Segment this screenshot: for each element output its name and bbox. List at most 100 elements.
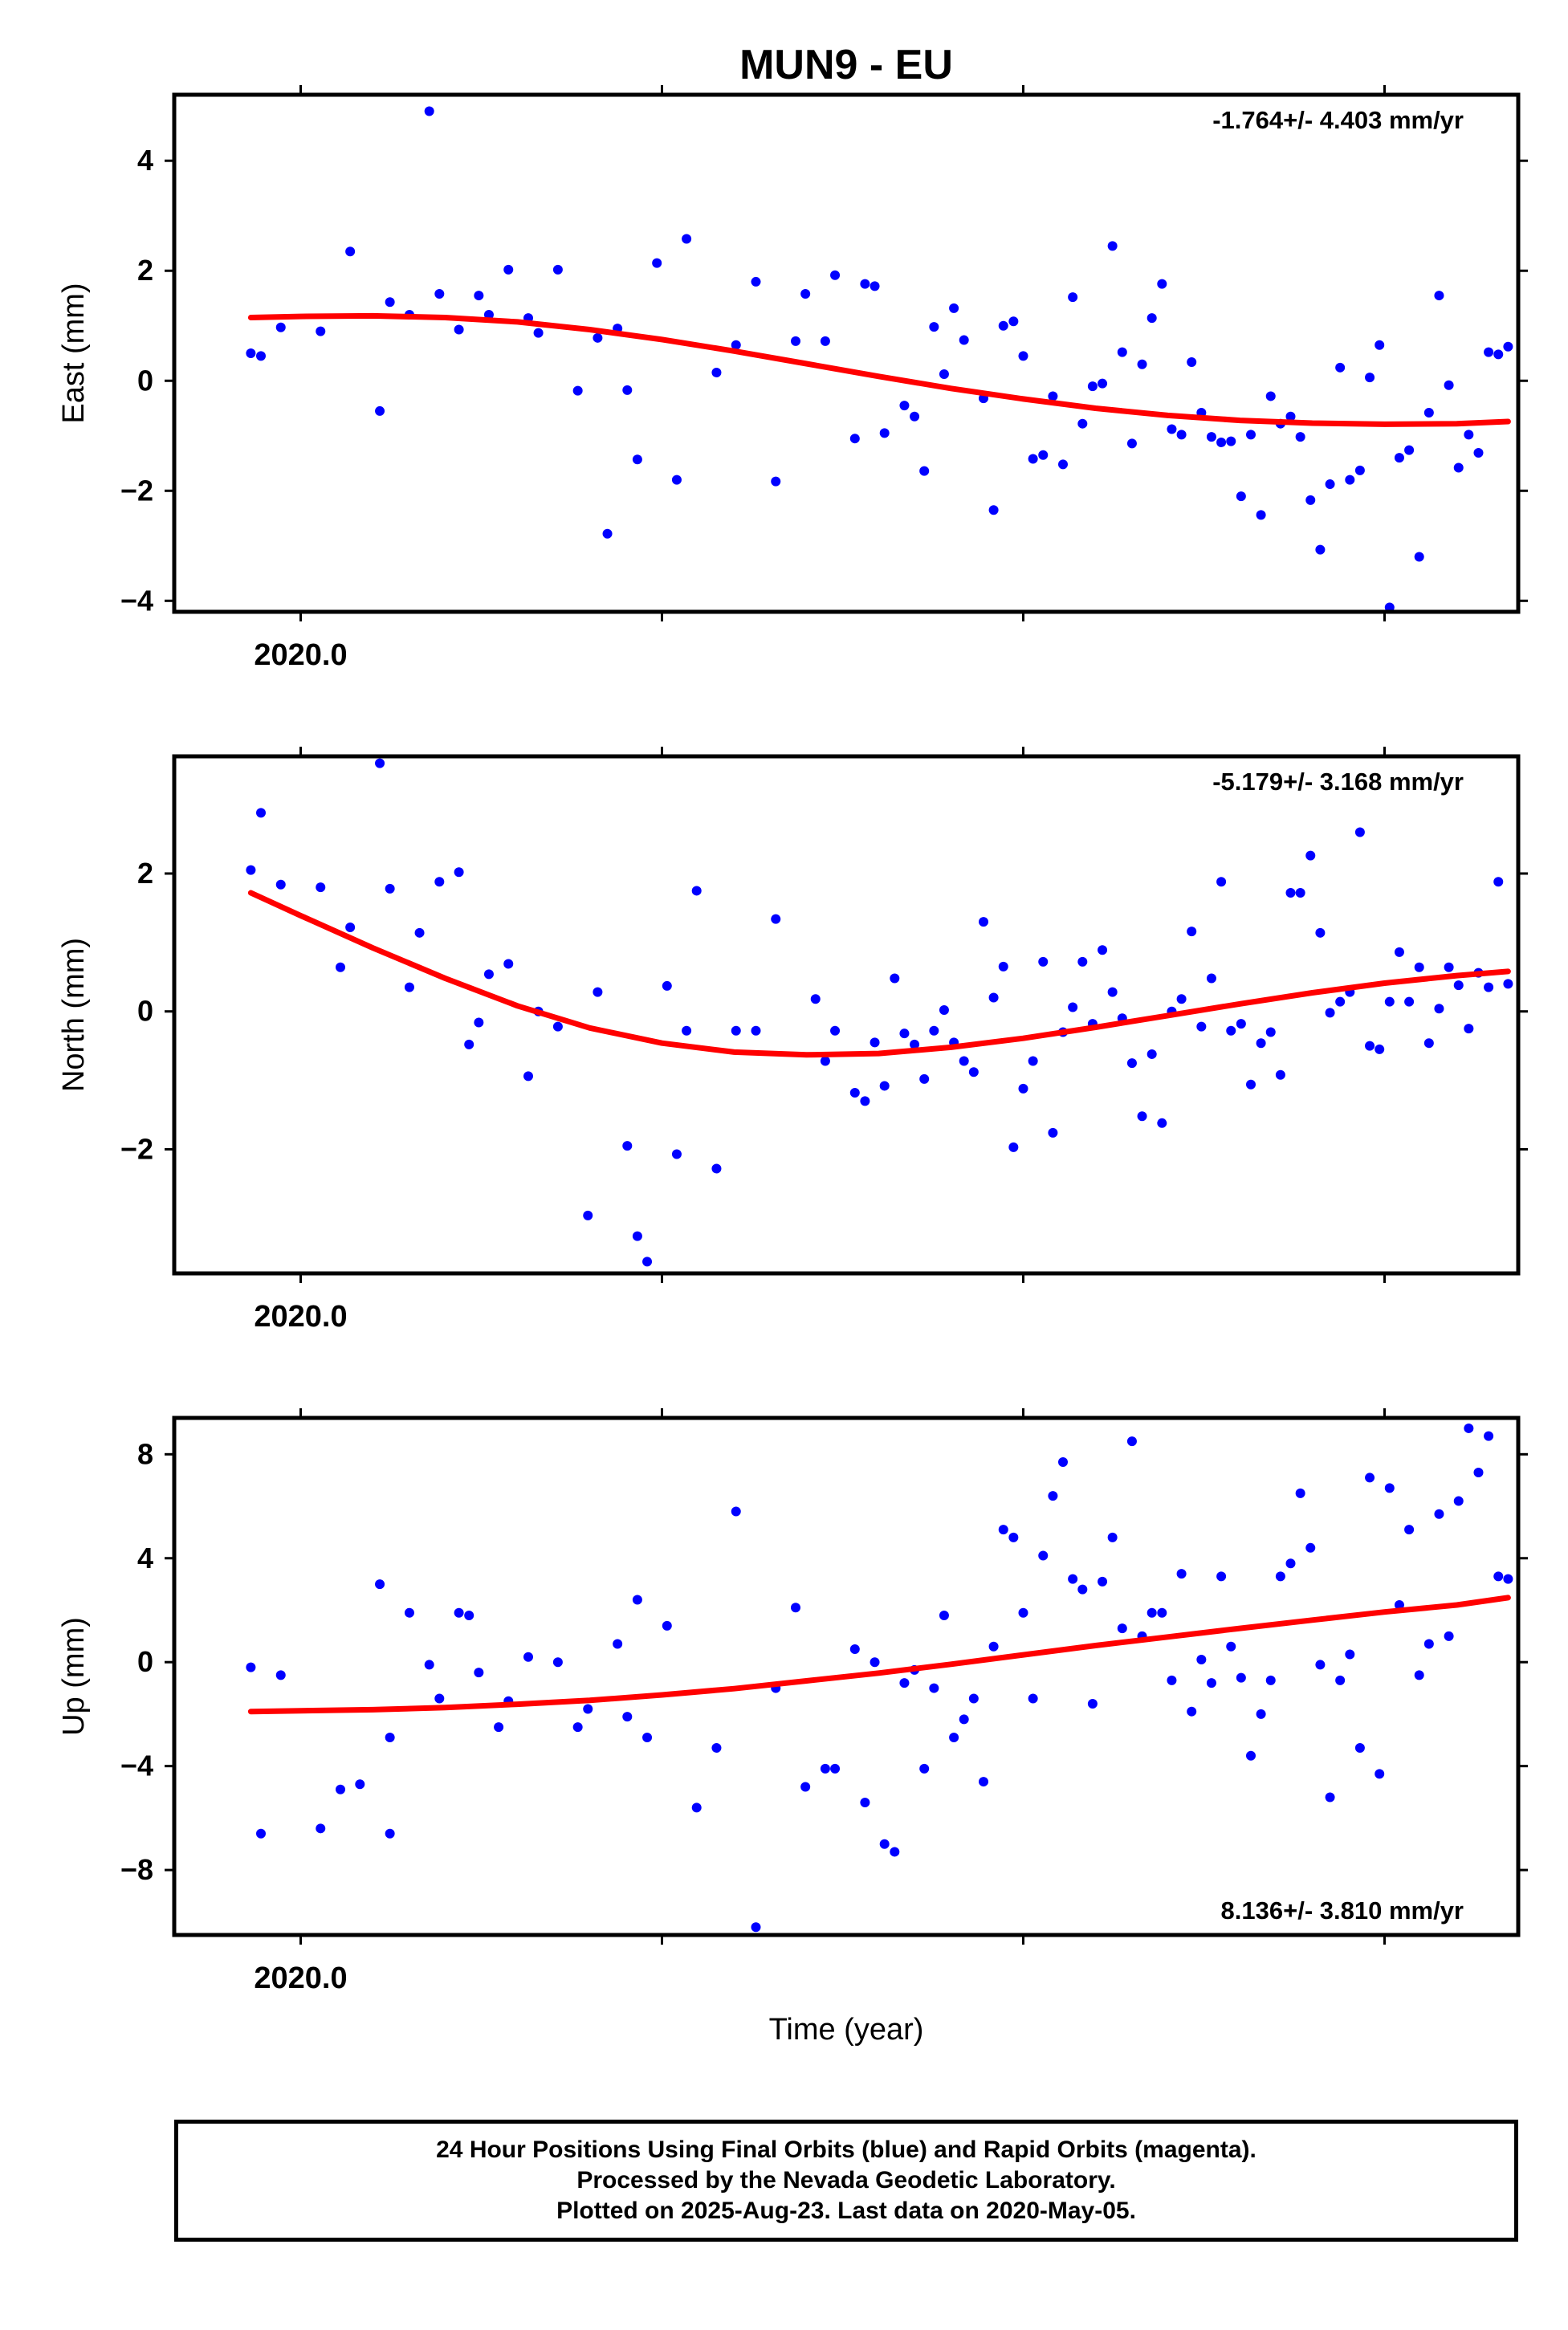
- data-point: [1335, 362, 1346, 373]
- data-point: [1068, 292, 1078, 303]
- data-point: [246, 1662, 256, 1672]
- data-point: [1157, 1118, 1167, 1128]
- data-point: [682, 234, 692, 244]
- data-point: [1503, 1574, 1513, 1584]
- data-point: [1503, 341, 1513, 352]
- data-point: [830, 270, 841, 280]
- x-tick-label: 2020.0: [254, 1300, 347, 1334]
- data-point: [1157, 1607, 1167, 1618]
- data-point: [1126, 1436, 1137, 1447]
- data-point: [1028, 1056, 1038, 1066]
- x-axis-label: Time (year): [769, 2013, 924, 2047]
- data-point: [1018, 351, 1028, 361]
- data-point: [1187, 356, 1197, 367]
- data-point: [375, 758, 385, 768]
- data-point: [919, 466, 930, 476]
- data-point: [1176, 1569, 1187, 1579]
- data-point: [919, 1763, 930, 1774]
- data-point: [404, 982, 414, 992]
- data-point: [642, 1257, 653, 1267]
- data-point: [1216, 877, 1227, 887]
- data-point: [860, 279, 870, 289]
- data-point: [771, 476, 781, 487]
- data-point: [998, 961, 1008, 972]
- rate-annotation: 8.136+/- 3.810 mm/yr: [1221, 1896, 1464, 1925]
- data-point: [1126, 1058, 1137, 1069]
- data-point: [879, 428, 890, 438]
- data-point: [1048, 1491, 1058, 1501]
- rate-annotation: -5.179+/- 3.168 mm/yr: [1212, 768, 1464, 796]
- data-point: [751, 1025, 761, 1036]
- data-point: [1434, 1509, 1444, 1519]
- data-point: [1493, 349, 1504, 360]
- footer-line-2: Processed by the Nevada Geodetic Laborat…: [576, 2167, 1116, 2194]
- data-point: [1423, 1038, 1434, 1049]
- data-point: [731, 1506, 741, 1517]
- data-point: [1365, 373, 1375, 383]
- data-point: [1404, 1525, 1415, 1535]
- footer-box: 24 Hour Positions Using Final Orbits (bl…: [174, 2120, 1518, 2242]
- data-point: [275, 322, 286, 332]
- data-point: [1473, 1467, 1484, 1477]
- data-point: [1077, 956, 1088, 967]
- data-point: [1176, 430, 1187, 440]
- data-point: [820, 1763, 830, 1774]
- data-point: [731, 1025, 741, 1036]
- data-point: [1087, 1698, 1098, 1709]
- data-point: [1464, 430, 1474, 440]
- rate-annotation: -1.764+/- 4.403 mm/yr: [1212, 106, 1464, 134]
- data-point: [424, 106, 434, 116]
- data-point: [454, 867, 464, 878]
- data-point: [1157, 279, 1167, 289]
- data-point: [1107, 241, 1118, 251]
- data-point: [316, 882, 326, 893]
- data-point: [1008, 1142, 1019, 1152]
- data-point: [1464, 1423, 1474, 1433]
- data-point: [1453, 1496, 1464, 1506]
- data-point: [1404, 996, 1415, 1007]
- y-tick-label: 0: [137, 1645, 153, 1678]
- data-point: [355, 1779, 365, 1790]
- data-point: [1325, 1008, 1335, 1018]
- footer-line-1: 24 Hour Positions Using Final Orbits (bl…: [436, 2137, 1256, 2163]
- data-point: [593, 332, 603, 343]
- data-point: [1048, 391, 1058, 401]
- data-point: [434, 289, 445, 299]
- data-point: [454, 324, 464, 335]
- data-point: [622, 1141, 633, 1151]
- plot-frame: [172, 1416, 1521, 1937]
- data-point: [503, 959, 514, 969]
- data-point: [434, 1693, 445, 1704]
- data-point: [1256, 1038, 1266, 1049]
- data-point: [1305, 850, 1316, 861]
- data-point: [1068, 1002, 1078, 1012]
- data-point: [434, 877, 445, 887]
- data-point: [890, 973, 900, 984]
- data-point: [860, 1096, 870, 1106]
- data-point: [474, 1668, 484, 1678]
- data-point: [1464, 1024, 1474, 1034]
- data-point: [593, 987, 603, 997]
- data-point: [1048, 1127, 1058, 1138]
- data-point: [375, 1579, 385, 1590]
- data-point: [959, 1056, 969, 1066]
- data-point: [849, 1088, 860, 1098]
- data-point: [1236, 1672, 1246, 1683]
- data-point: [979, 917, 988, 927]
- y-tick-label: −2: [120, 474, 153, 507]
- panel-2: −2 0 2 2020.0 North (mm) -5.179+/- 3.168 mm/y…: [57, 747, 1528, 1334]
- data-point: [1246, 1750, 1256, 1761]
- data-point: [404, 1607, 414, 1618]
- data-point: [1493, 1571, 1504, 1582]
- data-point: [1444, 962, 1454, 972]
- trend-line: [247, 890, 1511, 1058]
- data-point: [771, 914, 781, 924]
- data-point: [1236, 1019, 1246, 1029]
- data-point: [1226, 436, 1236, 446]
- data-point: [1226, 1641, 1236, 1652]
- data-point: [1146, 313, 1157, 324]
- data-point: [919, 1073, 930, 1084]
- data-point: [652, 258, 662, 268]
- data-point: [671, 475, 682, 485]
- data-point: [572, 1722, 583, 1733]
